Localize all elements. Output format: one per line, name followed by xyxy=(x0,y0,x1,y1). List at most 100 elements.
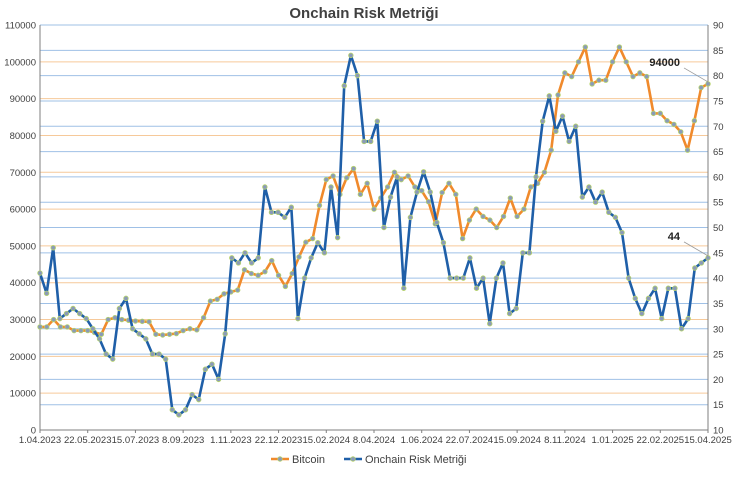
y-tick-label-right: 90 xyxy=(713,21,724,32)
risk-metric-point xyxy=(692,265,698,271)
risk-metric-point xyxy=(248,260,255,266)
risk-metric-point xyxy=(315,239,321,246)
bitcoin-point xyxy=(419,187,425,194)
risk-metric-point xyxy=(43,290,50,297)
bitcoin-point xyxy=(296,254,302,260)
bitcoin-point xyxy=(269,257,275,264)
risk-metric-point xyxy=(288,204,295,210)
risk-metric-point xyxy=(143,336,149,342)
risk-metric-point xyxy=(500,260,506,266)
y-tick-label-right: 10 xyxy=(713,426,724,437)
bitcoin-point xyxy=(371,206,377,212)
bitcoin-point xyxy=(262,268,268,275)
bitcoin-point xyxy=(64,324,70,330)
bitcoin-point xyxy=(555,92,561,98)
risk-metric-point xyxy=(573,123,579,129)
risk-metric-point xyxy=(401,285,407,291)
risk-metric-point xyxy=(295,315,301,322)
bitcoin-point xyxy=(85,327,91,334)
y-tick-label-right: 30 xyxy=(713,324,724,335)
bitcoin-point xyxy=(159,332,166,338)
y-tick-label-left: 70000 xyxy=(10,168,36,179)
bitcoin-point xyxy=(459,235,466,242)
risk-metric-point xyxy=(76,310,83,317)
risk-metric-point xyxy=(63,310,70,317)
bitcoin-point xyxy=(671,121,677,128)
bitcoin-point xyxy=(221,291,227,297)
y-tick-label-left: 10000 xyxy=(10,389,36,400)
bitcoin-point xyxy=(200,315,207,321)
risk-metric-point xyxy=(341,83,347,89)
x-tick-label: 8.04.2024 xyxy=(353,435,395,446)
bitcoin-point xyxy=(705,81,711,87)
bitcoin-last-value-label: 94000 xyxy=(649,57,680,69)
risk-metric-point xyxy=(520,250,526,256)
risk-metric-point xyxy=(526,250,533,256)
risk-metric-point xyxy=(639,310,645,317)
bitcoin-point xyxy=(480,213,486,220)
risk-metric-point xyxy=(262,184,268,190)
y-tick-label-right: 25 xyxy=(713,350,724,361)
risk-metric-point xyxy=(579,194,586,200)
risk-metric-point xyxy=(460,275,466,281)
bitcoin-point xyxy=(255,272,261,279)
risk-metric-point xyxy=(196,396,202,403)
risk-metric-point xyxy=(606,209,612,216)
x-tick-label: 15.04.2025 xyxy=(684,435,732,446)
bitcoin-point xyxy=(207,298,214,304)
bitcoin-point xyxy=(623,59,629,65)
risk-metric-point xyxy=(506,310,513,317)
bitcoin-point xyxy=(609,59,616,65)
y-tick-label-right: 40 xyxy=(713,274,724,285)
legend-risk-marker xyxy=(350,456,356,462)
y-tick-label-right: 20 xyxy=(713,375,724,386)
y-tick-label-left: 20000 xyxy=(10,352,36,363)
bitcoin-point xyxy=(44,324,50,330)
risk-metric-point xyxy=(592,199,599,205)
bitcoin-point xyxy=(248,270,255,277)
risk-metric-point xyxy=(566,138,572,145)
risk-metric-point xyxy=(539,118,546,124)
risk-metric-point xyxy=(414,189,420,195)
risk-metric-point xyxy=(553,128,559,135)
bitcoin-point xyxy=(364,180,370,187)
x-tick-label: 1.01.2025 xyxy=(591,435,633,446)
risk-metric-point xyxy=(57,315,63,322)
risk-metric-point xyxy=(513,305,519,312)
bitcoin-point xyxy=(596,77,602,83)
risk-metric-point xyxy=(407,214,414,221)
risk-metric-point xyxy=(209,361,215,367)
x-tick-label: 15.07.2023 xyxy=(112,435,160,446)
bitcoin-point xyxy=(582,44,589,50)
x-tick-label: 8.09.2023 xyxy=(162,435,204,446)
bitcoin-point xyxy=(412,184,418,190)
y-tick-label-right: 65 xyxy=(713,147,724,158)
bitcoin-point xyxy=(303,239,309,245)
risk-metric-point xyxy=(533,174,539,180)
y-tick-label-right: 35 xyxy=(713,299,724,310)
bitcoin-point xyxy=(691,118,698,124)
bitcoin-point xyxy=(500,213,507,220)
x-tick-label: 1.06.2024 xyxy=(401,435,443,446)
y-tick-label-right: 50 xyxy=(713,223,724,234)
bitcoin-point xyxy=(439,189,445,196)
bitcoin-point xyxy=(166,331,173,337)
risk-metric-point xyxy=(90,326,96,332)
risk-metric-point xyxy=(83,315,89,322)
y-tick-label-right: 15 xyxy=(713,400,724,411)
bitcoin-point xyxy=(119,316,125,323)
bitcoin-point xyxy=(241,267,248,273)
risk-metric-point xyxy=(222,331,228,337)
bitcoin-point xyxy=(562,70,568,76)
bitcoin-point xyxy=(637,70,643,76)
bitcoin-point xyxy=(112,315,118,321)
risk-metric-point xyxy=(103,351,109,357)
bitcoin-point xyxy=(344,175,350,181)
bitcoin-line xyxy=(38,45,710,337)
legend-risk-label: Onchain Risk Metriği xyxy=(365,454,466,466)
risk-metric-point xyxy=(301,275,308,281)
bitcoin-point xyxy=(487,217,493,223)
bitcoin-point xyxy=(473,206,479,212)
bitcoin-point xyxy=(405,173,411,179)
